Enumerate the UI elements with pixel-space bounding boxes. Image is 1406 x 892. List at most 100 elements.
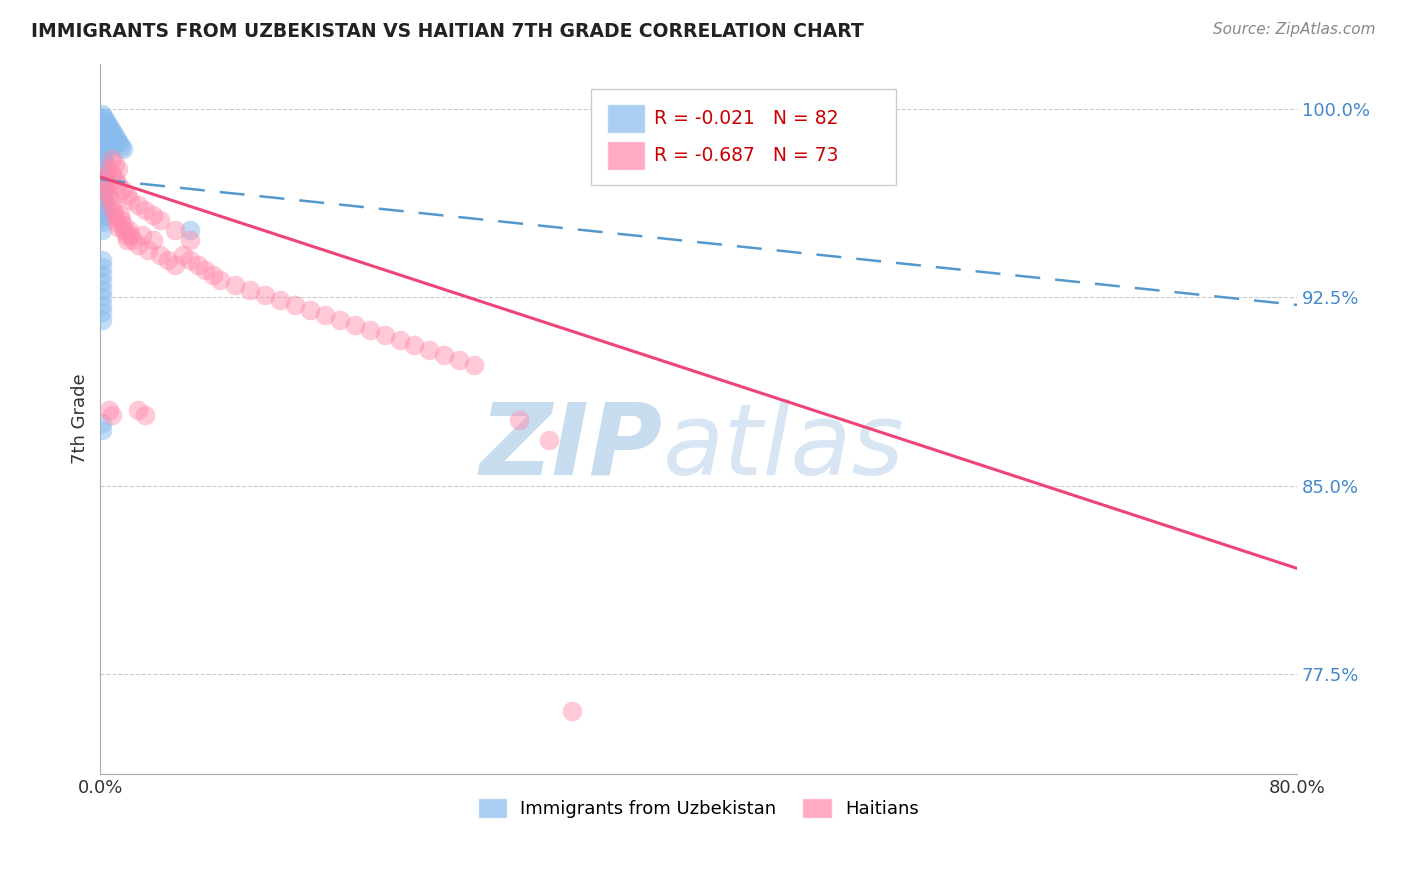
Point [90, 215, 112, 229]
Point [418, 343, 440, 357]
Point [90, 107, 112, 121]
Point [449, 353, 471, 368]
Point [112, 222, 135, 236]
Point [388, 333, 411, 347]
Point [90, 168, 112, 182]
Point [111, 218, 134, 232]
Point [96, 180, 118, 194]
Point [253, 288, 276, 302]
Point [90, 187, 112, 202]
Point [101, 153, 124, 167]
Point [208, 273, 231, 287]
Point [90, 202, 112, 217]
Point [90, 162, 112, 177]
Point [134, 202, 156, 217]
Point [114, 227, 136, 242]
Text: R = -0.021   N = 82: R = -0.021 N = 82 [654, 109, 839, 128]
Point [94, 135, 117, 149]
Point [93, 169, 115, 184]
Point [105, 215, 128, 229]
Point [142, 208, 165, 222]
Point [94, 142, 117, 156]
Point [96, 137, 118, 152]
Point [329, 313, 352, 327]
Point [104, 157, 127, 171]
Point [538, 434, 561, 448]
Point [93, 147, 115, 161]
Point [298, 302, 321, 317]
Point [101, 409, 124, 423]
Point [90, 142, 112, 156]
Point [97, 140, 120, 154]
Point [93, 110, 115, 124]
Point [179, 252, 201, 267]
Point [90, 252, 112, 267]
Point [96, 122, 118, 136]
Text: Source: ZipAtlas.com: Source: ZipAtlas.com [1212, 22, 1375, 37]
Point [100, 195, 122, 210]
FancyBboxPatch shape [607, 105, 644, 132]
Point [94, 120, 117, 134]
Point [90, 313, 112, 327]
Point [93, 202, 115, 217]
Text: IMMIGRANTS FROM UZBEKISTAN VS HAITIAN 7TH GRADE CORRELATION CHART: IMMIGRANTS FROM UZBEKISTAN VS HAITIAN 7T… [31, 22, 863, 41]
Point [93, 193, 115, 207]
Point [93, 117, 115, 131]
Point [97, 117, 120, 131]
Point [90, 416, 112, 430]
Point [107, 135, 129, 149]
Point [90, 260, 112, 275]
Point [269, 293, 291, 307]
Point [93, 169, 115, 184]
Point [142, 233, 165, 247]
Point [97, 185, 120, 199]
Point [96, 129, 118, 144]
Point [90, 208, 112, 222]
Legend: Immigrants from Uzbekistan, Haitians: Immigrants from Uzbekistan, Haitians [471, 792, 927, 825]
Point [90, 193, 112, 207]
Point [90, 132, 112, 146]
Point [101, 200, 124, 214]
Point [90, 197, 112, 211]
Point [179, 222, 201, 236]
Point [136, 243, 159, 257]
Point [463, 358, 485, 372]
Point [117, 187, 139, 202]
Point [433, 348, 456, 362]
Point [118, 222, 141, 236]
Point [96, 115, 118, 129]
Point [93, 178, 115, 192]
Point [107, 162, 129, 177]
Point [103, 135, 125, 149]
Text: ZIP: ZIP [479, 399, 662, 496]
Point [90, 157, 112, 171]
Point [127, 237, 149, 252]
Point [104, 137, 127, 152]
Point [94, 175, 117, 189]
Point [165, 258, 187, 272]
Point [343, 318, 366, 332]
Point [103, 128, 125, 142]
Point [508, 413, 530, 427]
Point [94, 128, 117, 142]
Point [127, 403, 149, 417]
Point [111, 142, 134, 156]
Point [131, 227, 153, 242]
Point [134, 409, 156, 423]
Point [374, 328, 396, 343]
Point [104, 172, 127, 186]
Point [90, 122, 112, 136]
Point [90, 172, 112, 186]
Point [90, 153, 112, 167]
Point [359, 323, 381, 337]
Point [90, 283, 112, 297]
Point [90, 222, 112, 236]
Point [224, 277, 246, 292]
Point [127, 197, 149, 211]
Point [93, 185, 115, 199]
Point [314, 308, 336, 322]
Point [98, 190, 121, 204]
Point [111, 182, 134, 196]
Point [93, 162, 115, 177]
Point [90, 117, 112, 131]
